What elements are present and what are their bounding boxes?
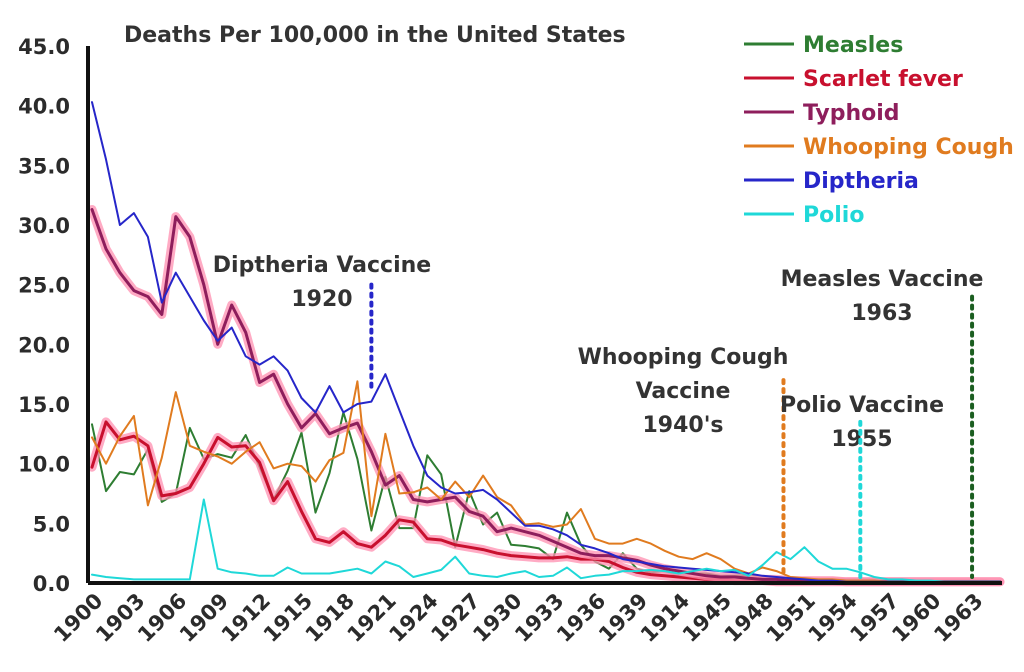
legend-label-measles: Measles <box>803 33 903 58</box>
series-line-polio <box>91 498 1001 583</box>
y-tick-label: 40.0 <box>18 95 70 119</box>
chart-title: Deaths Per 100,000 in the United States <box>124 23 626 48</box>
y-tick-label: 35.0 <box>18 154 70 178</box>
x-tick-label: 1963 <box>929 589 987 647</box>
legend-label-polio: Polio <box>803 203 864 228</box>
y-tick-label: 25.0 <box>18 274 70 298</box>
legend-label-diptheria: Diptheria <box>803 169 919 194</box>
annotation-text: 1940's <box>642 413 723 438</box>
y-tick-label: 45.0 <box>18 35 70 59</box>
legend-label-typhoid: Typhoid <box>803 101 900 126</box>
series-line-whooping-cough <box>91 380 1001 583</box>
annotation-text: 1963 <box>851 301 912 326</box>
axes <box>86 46 1002 585</box>
y-tick-label: 5.0 <box>33 512 70 536</box>
y-tick-label: 20.0 <box>18 333 70 357</box>
y-tick-label: 15.0 <box>18 393 70 417</box>
y-tick-label: 10.0 <box>18 453 70 477</box>
x-tick-labels: 1900190319061909191219151918192119241927… <box>49 589 987 647</box>
annotation-text: Whooping Cough <box>578 345 789 370</box>
y-tick-label: 30.0 <box>18 214 70 238</box>
annotation-text: Measles Vaccine <box>781 267 984 292</box>
legend-label-scarlet-fever: Scarlet fever <box>803 67 963 92</box>
annotation-text: Polio Vaccine <box>780 393 944 418</box>
annotations: Diptheria Vaccine 1920 Whooping Cough Vacci… <box>213 253 984 580</box>
annotation-text: 1920 <box>291 287 352 312</box>
annotation-text: Diptheria Vaccine <box>213 253 431 278</box>
legend: Measles Scarlet fever Typhoid Whooping Coug… <box>744 33 1014 228</box>
annotation-text: Vaccine <box>636 379 731 404</box>
y-tick-label: 0.0 <box>33 572 70 596</box>
legend-label-whooping-cough: Whooping Cough <box>803 135 1014 160</box>
y-tick-labels: 0.0 5.0 10.0 15.0 20.0 25.0 30.0 35.0 40.0 45.0 <box>18 35 70 596</box>
